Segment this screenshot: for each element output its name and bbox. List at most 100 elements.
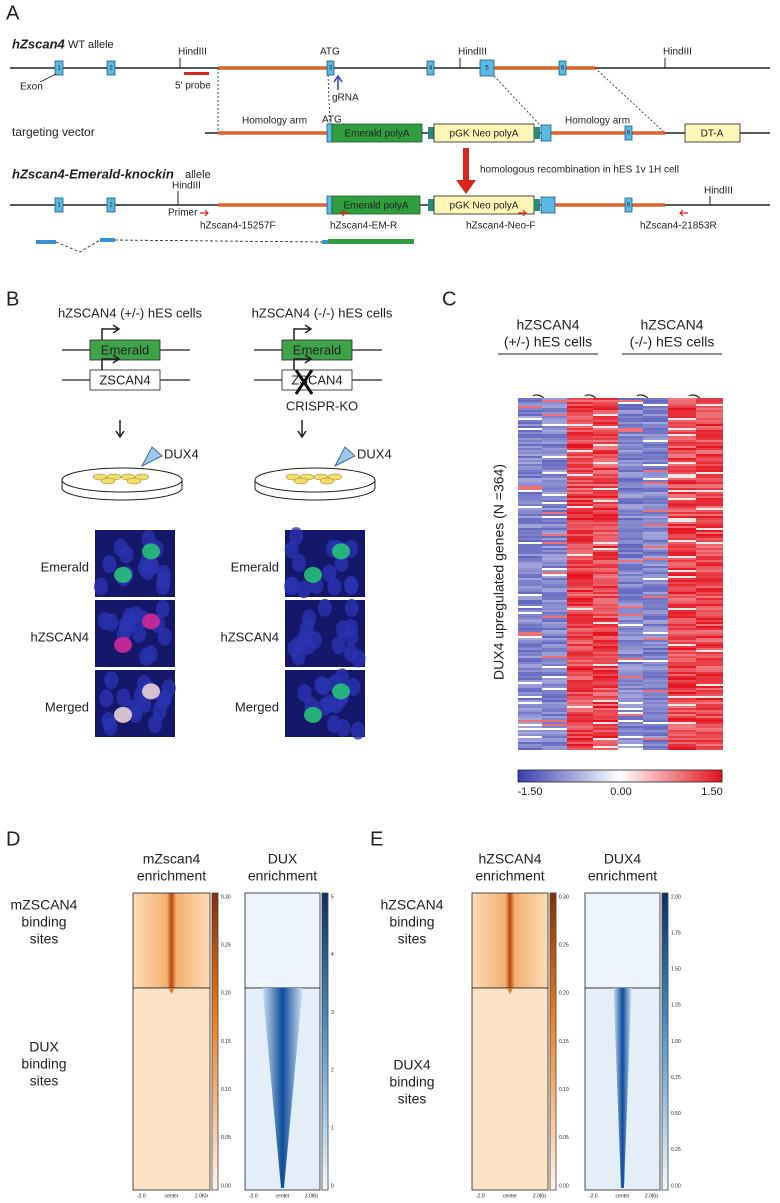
heatmap-cell bbox=[668, 534, 696, 536]
heatmap-cell bbox=[643, 440, 668, 442]
heatmap-cell bbox=[567, 584, 593, 586]
heatmap-cell bbox=[668, 702, 696, 704]
heatmap-cell bbox=[643, 478, 668, 480]
heatmap-cell bbox=[668, 504, 696, 506]
heatmap-cell bbox=[668, 698, 696, 700]
heatmap-cell bbox=[542, 594, 567, 596]
heatmap-cell bbox=[518, 512, 542, 514]
heatmap-cell bbox=[668, 670, 696, 672]
heatmap-cell bbox=[696, 728, 723, 730]
label: center bbox=[503, 1193, 517, 1199]
heatmap-cell bbox=[567, 510, 593, 512]
label: 2 bbox=[109, 203, 113, 209]
heatmap-cell bbox=[593, 578, 618, 580]
heatmap-cell bbox=[542, 446, 567, 448]
heatmap-cell bbox=[618, 614, 643, 616]
heatmap-cell bbox=[696, 570, 723, 572]
heatmap-cell bbox=[696, 442, 723, 444]
heatmap-cell bbox=[668, 538, 696, 540]
label: 2 bbox=[109, 66, 113, 72]
transcript bbox=[100, 238, 115, 242]
box bbox=[534, 199, 540, 211]
heatmap-cell bbox=[668, 716, 696, 718]
heatmap-cell bbox=[643, 720, 668, 722]
heatmap-cell bbox=[618, 634, 643, 636]
heatmap-cell bbox=[618, 626, 643, 628]
heatmap-cell bbox=[643, 472, 668, 474]
heatmap-cell bbox=[518, 616, 542, 618]
heatmap-cell bbox=[542, 456, 567, 458]
heatmap-cell bbox=[696, 628, 723, 630]
heatmap-cell bbox=[618, 734, 643, 736]
label: 0.15 bbox=[221, 1039, 231, 1045]
heatmap-cell bbox=[618, 472, 643, 474]
label: 6 bbox=[627, 203, 631, 209]
heatmap-cell bbox=[567, 524, 593, 526]
heatmap-cell bbox=[643, 550, 668, 552]
heatmap-cell bbox=[643, 456, 668, 458]
heatmap-cell bbox=[567, 492, 593, 494]
heatmap-cell bbox=[542, 492, 567, 494]
signal-cell bbox=[114, 706, 132, 723]
heatmap-cell bbox=[567, 484, 593, 486]
heatmap-cell bbox=[518, 732, 542, 734]
heatmap-cell bbox=[593, 528, 618, 530]
heatmap-cell bbox=[542, 742, 567, 744]
heatmap-cell bbox=[542, 506, 567, 508]
heatmap-cell bbox=[593, 534, 618, 536]
heatmap-cell bbox=[567, 458, 593, 460]
heatmap-cell bbox=[668, 554, 696, 556]
grna-arrow bbox=[333, 74, 343, 90]
heatmap-cell bbox=[696, 604, 723, 606]
heatmap-cell bbox=[668, 650, 696, 652]
heatmap-cell bbox=[542, 660, 567, 662]
heatmap-cell bbox=[567, 566, 593, 568]
heatmap-cell bbox=[518, 416, 542, 418]
heatmap-cell bbox=[696, 470, 723, 472]
heatmap-cell bbox=[618, 674, 643, 676]
heatmap-cell bbox=[542, 466, 567, 468]
heatmap-cell bbox=[618, 686, 643, 688]
heatmap-cell bbox=[593, 668, 618, 670]
heatmap-cell bbox=[696, 466, 723, 468]
heatmap-cell bbox=[696, 586, 723, 588]
heatmap-cell bbox=[696, 530, 723, 532]
heatmap-cell bbox=[696, 670, 723, 672]
heatmap-cell bbox=[542, 482, 567, 484]
heatmap-cell bbox=[518, 684, 542, 686]
heatmap-cell bbox=[668, 546, 696, 548]
heatmap-cell bbox=[668, 586, 696, 588]
heatmap-cell bbox=[668, 720, 696, 722]
heatmap-cell bbox=[518, 738, 542, 740]
nucleus bbox=[156, 576, 171, 595]
heatmap-cell bbox=[618, 590, 643, 592]
heatmap-cell bbox=[643, 658, 668, 660]
heatmap-cell bbox=[696, 710, 723, 712]
heatmap-cell bbox=[668, 616, 696, 618]
heatmap-cell bbox=[542, 420, 567, 422]
heatmap-cell bbox=[542, 692, 567, 694]
heatmap-cell bbox=[643, 628, 668, 630]
heatmap-cell bbox=[668, 474, 696, 476]
heatmap-cell bbox=[643, 566, 668, 568]
heatmap-cell bbox=[643, 706, 668, 708]
splice bbox=[55, 239, 323, 253]
heatmap-cell bbox=[643, 480, 668, 482]
label: 0.50 bbox=[671, 1111, 681, 1117]
heatmap-cell bbox=[567, 630, 593, 632]
heatmap-cell bbox=[618, 464, 643, 466]
heatmap-cell bbox=[567, 618, 593, 620]
heatmap-cell bbox=[696, 682, 723, 684]
heatmap-cell bbox=[696, 654, 723, 656]
heatmap-cell bbox=[593, 548, 618, 550]
heatmap-cell bbox=[668, 484, 696, 486]
label: -2.0 bbox=[137, 1193, 146, 1199]
label: pGK Neo polyA bbox=[450, 129, 519, 140]
heatmap-cell bbox=[542, 724, 567, 726]
label: 0.30 bbox=[221, 894, 231, 900]
label: Merged bbox=[235, 699, 279, 714]
heatmap-cell bbox=[542, 588, 567, 590]
heatmap-cell bbox=[618, 728, 643, 730]
heatmap-cell bbox=[668, 498, 696, 500]
heatmap-cell bbox=[668, 600, 696, 602]
